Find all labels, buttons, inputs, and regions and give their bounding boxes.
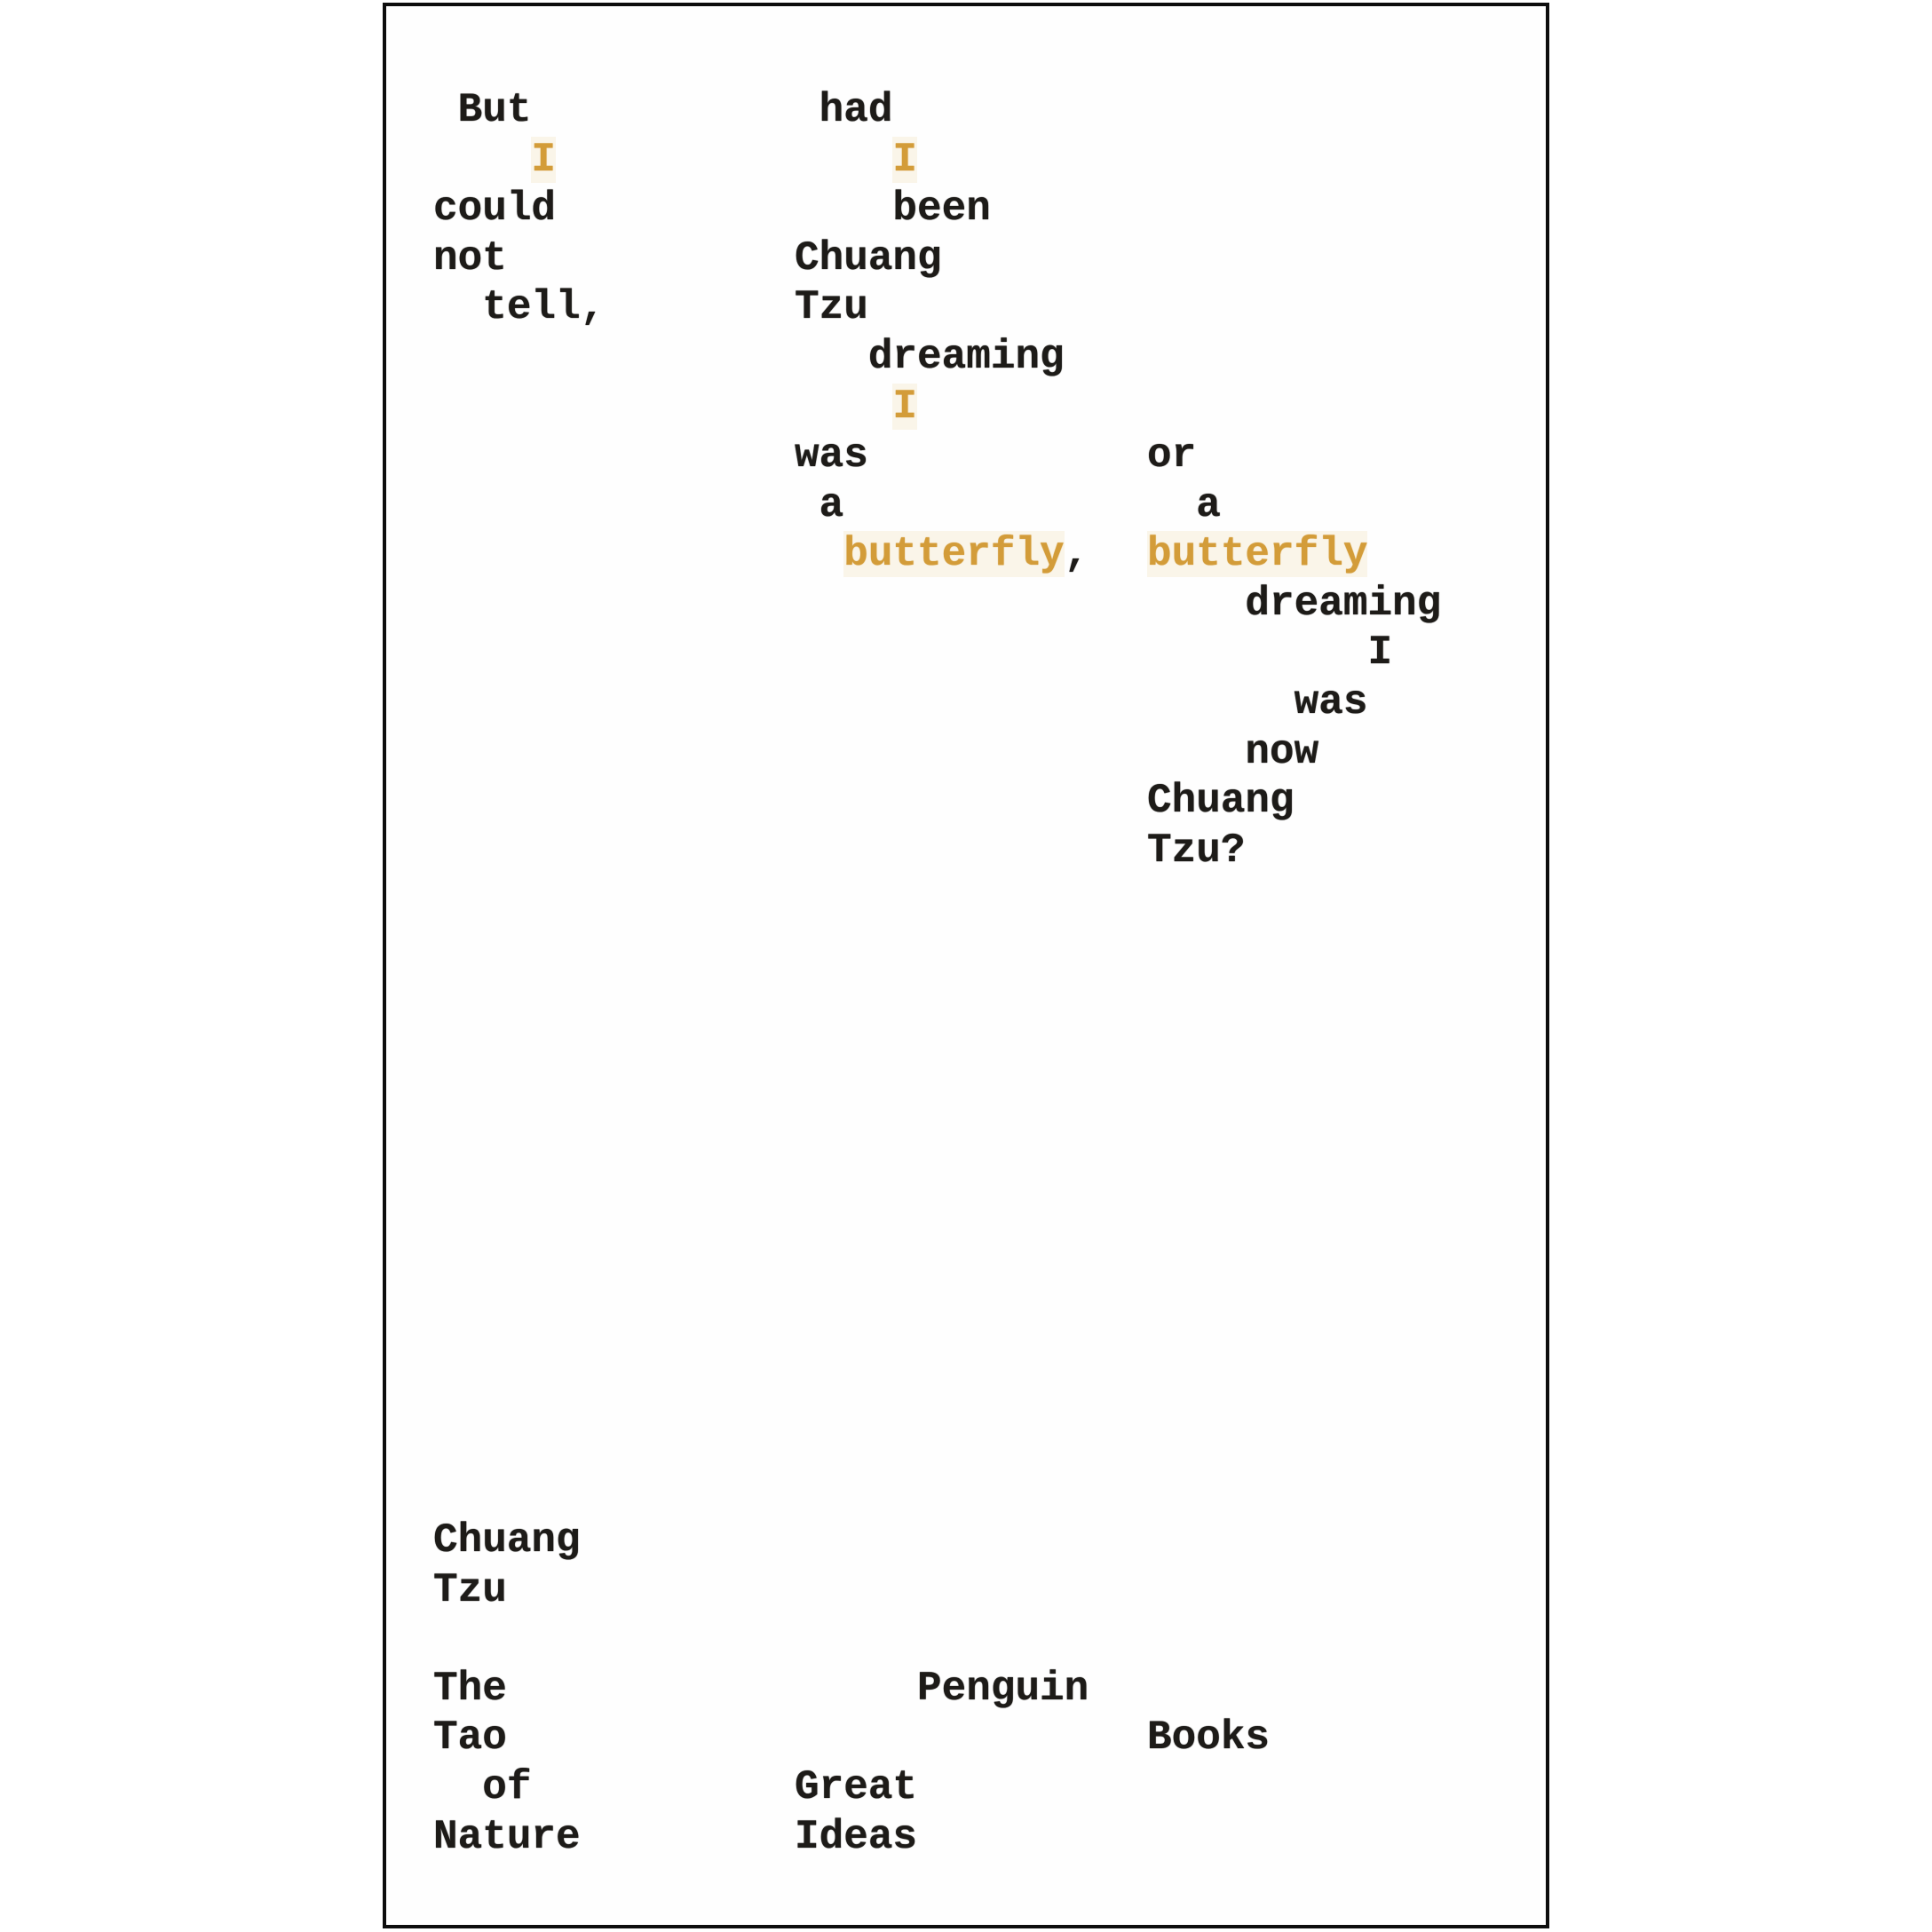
- poem-line: was: [1147, 678, 1441, 728]
- word: Books: [1147, 1714, 1271, 1762]
- word: Great: [795, 1763, 918, 1810]
- word: Ideas: [795, 1813, 918, 1860]
- poem-line: [1147, 1665, 1270, 1714]
- poem-line: [433, 1615, 581, 1665]
- word: Tzu: [795, 284, 868, 331]
- poem-line: Great: [795, 1763, 1089, 1813]
- word: [433, 137, 531, 183]
- poem-line: was: [795, 432, 1089, 481]
- word: been: [795, 186, 991, 233]
- poem-line: The: [433, 1665, 581, 1714]
- word: Chuang: [433, 1517, 581, 1564]
- word: a: [795, 481, 844, 528]
- poem-line: [1147, 1813, 1270, 1863]
- word: ,: [1064, 531, 1089, 578]
- poem-line: Ideas: [795, 1813, 1089, 1863]
- poem-line: been: [795, 185, 1089, 234]
- word: a: [1147, 481, 1221, 528]
- poem-line: [795, 1714, 1089, 1763]
- word: had: [795, 87, 893, 133]
- poem-line: Tzu: [433, 1566, 581, 1616]
- poem-line: Tzu?: [1147, 827, 1441, 876]
- poem-line: tell,: [433, 283, 605, 333]
- poem-line: dreaming: [1147, 580, 1441, 629]
- poem-line: Books: [1147, 1714, 1270, 1763]
- poem-line: Chuang: [433, 1516, 581, 1566]
- word: not: [433, 234, 507, 281]
- poem-line: I: [1147, 629, 1441, 678]
- poem-line: Penguin: [795, 1665, 1089, 1714]
- word: could: [433, 186, 557, 233]
- poem-line: could: [433, 185, 605, 234]
- accent-word: butterfly: [1147, 531, 1368, 578]
- word: [795, 384, 892, 430]
- poem-line: Tzu: [795, 283, 1089, 333]
- poem-line: [1147, 1566, 1270, 1616]
- accent-word: butterfly: [843, 531, 1065, 578]
- poem-line: Tao: [433, 1714, 581, 1763]
- word: dreaming: [1147, 580, 1442, 627]
- word: of: [433, 1763, 532, 1810]
- accent-word: I: [892, 136, 918, 183]
- word: tell,: [433, 284, 606, 331]
- word: Penguin: [795, 1665, 1089, 1712]
- poem-line: butterfly: [1147, 530, 1441, 580]
- accent-word: I: [892, 383, 918, 430]
- word: or: [1147, 432, 1197, 479]
- book-cover: [383, 3, 1549, 1928]
- word: dreaming: [795, 333, 1065, 380]
- poem-line: of: [433, 1763, 581, 1813]
- poem-line: But: [433, 86, 605, 136]
- word: [795, 531, 843, 577]
- poem-line: not: [433, 234, 605, 284]
- poem-line: [1147, 1763, 1270, 1813]
- word: Tzu?: [1147, 827, 1246, 874]
- poem-line: I: [795, 136, 1089, 186]
- word: [795, 137, 892, 183]
- word: was: [795, 432, 868, 479]
- poem-line: [1147, 1615, 1270, 1665]
- poem-block-author-title: Chuang Tzu The Tao of Nature: [433, 1516, 581, 1862]
- word: I: [1147, 629, 1393, 677]
- word: Chuang: [795, 234, 942, 281]
- word: Nature: [433, 1813, 581, 1860]
- word: Tzu: [433, 1566, 507, 1613]
- poem-block-imprint-right: Books: [1147, 1516, 1270, 1862]
- word: now: [1147, 728, 1319, 775]
- poem-line: now: [1147, 728, 1441, 778]
- poem-line: a: [795, 481, 1089, 531]
- poem-line: or: [1147, 432, 1441, 481]
- poem-line: had: [795, 86, 1089, 136]
- word: But: [433, 87, 532, 133]
- word: was: [1147, 678, 1368, 725]
- poem-line: [795, 1516, 1089, 1566]
- poem-line: Nature: [433, 1813, 581, 1863]
- poem-line: a: [1147, 481, 1441, 531]
- poem-line: [795, 1615, 1089, 1665]
- word: Tao: [433, 1714, 507, 1762]
- poem-line: I: [795, 383, 1089, 432]
- word: The: [433, 1665, 507, 1712]
- poem-line: [795, 1566, 1089, 1616]
- poem-line: Chuang: [795, 234, 1089, 284]
- poem-line: dreaming: [795, 333, 1089, 383]
- accent-word: I: [531, 136, 557, 183]
- poem-line: [1147, 1516, 1270, 1566]
- poem-line: I: [433, 136, 605, 186]
- poem-block-quote-right: or a butterfly dreaming I was now Chuang Tz…: [1147, 432, 1441, 875]
- poem-line: Chuang: [1147, 777, 1441, 827]
- poem-block-imprint-middle: Penguin Great Ideas: [795, 1516, 1089, 1862]
- poem-line: butterfly,: [795, 530, 1089, 580]
- word: Chuang: [1147, 778, 1295, 825]
